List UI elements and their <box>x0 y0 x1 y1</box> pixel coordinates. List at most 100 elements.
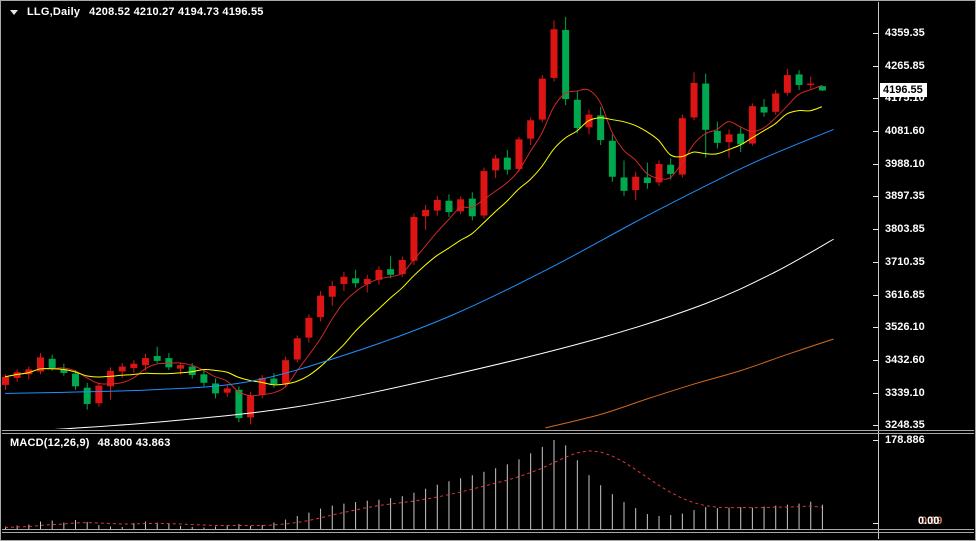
candle <box>223 384 231 397</box>
candle-body <box>317 295 325 318</box>
candle <box>445 194 453 217</box>
candle-body <box>270 378 278 385</box>
candle <box>527 117 535 145</box>
candle <box>328 281 336 306</box>
candle-body <box>363 279 371 284</box>
macd-indicator-label: MACD(12,26,9) <box>10 437 90 449</box>
candle-body <box>398 259 406 275</box>
macd-indicator-values: 48.800 43.863 <box>97 437 171 449</box>
candle <box>72 370 80 390</box>
candle-body <box>340 276 348 284</box>
candle-body <box>748 106 756 144</box>
candle-body <box>562 29 570 100</box>
candle <box>562 16 570 106</box>
candle <box>702 73 710 158</box>
price-axis-label: 3710.35 <box>885 256 925 268</box>
candle <box>655 160 663 186</box>
overlay-line-ma-longest <box>545 338 834 429</box>
candle <box>200 370 208 387</box>
candle <box>375 266 383 285</box>
price-axis-label: 4359.35 <box>885 27 925 39</box>
candle-body <box>667 164 675 174</box>
candle <box>748 103 756 146</box>
candle-body <box>527 120 535 139</box>
candle-body <box>165 358 173 368</box>
candle-body <box>422 209 430 217</box>
candle-body <box>107 370 115 387</box>
candle <box>13 369 21 383</box>
bottom-divider-top[interactable] <box>2 529 974 530</box>
candle-body <box>737 133 745 145</box>
candle <box>352 269 360 288</box>
candle-body <box>212 383 220 394</box>
candle <box>620 160 628 196</box>
candle <box>690 72 698 121</box>
candle-body <box>538 78 546 120</box>
candle <box>492 154 500 179</box>
candle <box>48 354 56 371</box>
candle <box>83 382 91 410</box>
candle-body <box>457 199 465 212</box>
candle-body <box>410 216 418 261</box>
candle-body <box>60 369 68 373</box>
candle <box>807 76 815 90</box>
candle <box>503 149 511 175</box>
candle <box>632 171 640 201</box>
candle-body <box>608 140 616 177</box>
candle <box>37 353 45 375</box>
candle <box>410 213 418 265</box>
candle-body <box>188 366 196 376</box>
candle-body <box>713 130 721 143</box>
price-axis-line <box>878 2 879 539</box>
price-axis-label: 3616.85 <box>885 289 925 301</box>
candle-body <box>655 164 663 183</box>
candle <box>760 99 768 117</box>
panel-divider-bottom <box>2 433 974 434</box>
candle-body <box>83 387 91 404</box>
overlay-line-ma-longer <box>54 238 834 429</box>
candle <box>818 85 826 92</box>
current-price-tag: 4196.55 <box>880 83 927 97</box>
candle <box>538 75 546 123</box>
candle-body <box>235 389 243 419</box>
candle-body <box>632 176 640 191</box>
price-axis-label: 3803.85 <box>885 223 925 235</box>
candle-body <box>305 317 313 338</box>
candle-body <box>597 115 605 141</box>
candle <box>667 158 675 180</box>
bottom-divider-bottom <box>2 532 974 533</box>
candle <box>130 360 138 373</box>
candle-body <box>247 395 255 418</box>
candle-body <box>118 366 126 372</box>
candle-body <box>433 200 441 211</box>
price-axis-label: 3432.60 <box>885 354 925 366</box>
macd-signal-line <box>4 450 822 529</box>
overlay-line-ma-long <box>4 128 834 394</box>
candle <box>737 126 745 153</box>
candle-body <box>352 278 360 284</box>
axis-ticks-layer <box>873 33 878 524</box>
chart-header: LLG,Daily 4208.52 4210.27 4194.73 4196.5… <box>10 6 264 18</box>
candle-body <box>95 385 103 404</box>
macd-panel-layer <box>4 439 823 529</box>
candle-body <box>725 134 733 143</box>
candle-body <box>795 74 803 85</box>
candle <box>783 68 791 96</box>
panel-divider-top[interactable] <box>2 430 974 431</box>
candle <box>398 256 406 277</box>
candle-body <box>772 93 780 112</box>
candle-body <box>177 365 185 369</box>
candle-body <box>643 177 651 184</box>
symbol-dropdown-icon[interactable] <box>10 9 18 15</box>
candle-body <box>72 373 80 387</box>
overlay-line-ma-medium <box>4 106 823 386</box>
candle <box>795 70 803 90</box>
candle <box>433 195 441 216</box>
candle-body <box>480 171 488 216</box>
candles-layer <box>2 16 826 425</box>
price-axis-label: 4265.85 <box>885 60 925 72</box>
candle <box>643 162 651 189</box>
candle-body <box>515 139 523 169</box>
